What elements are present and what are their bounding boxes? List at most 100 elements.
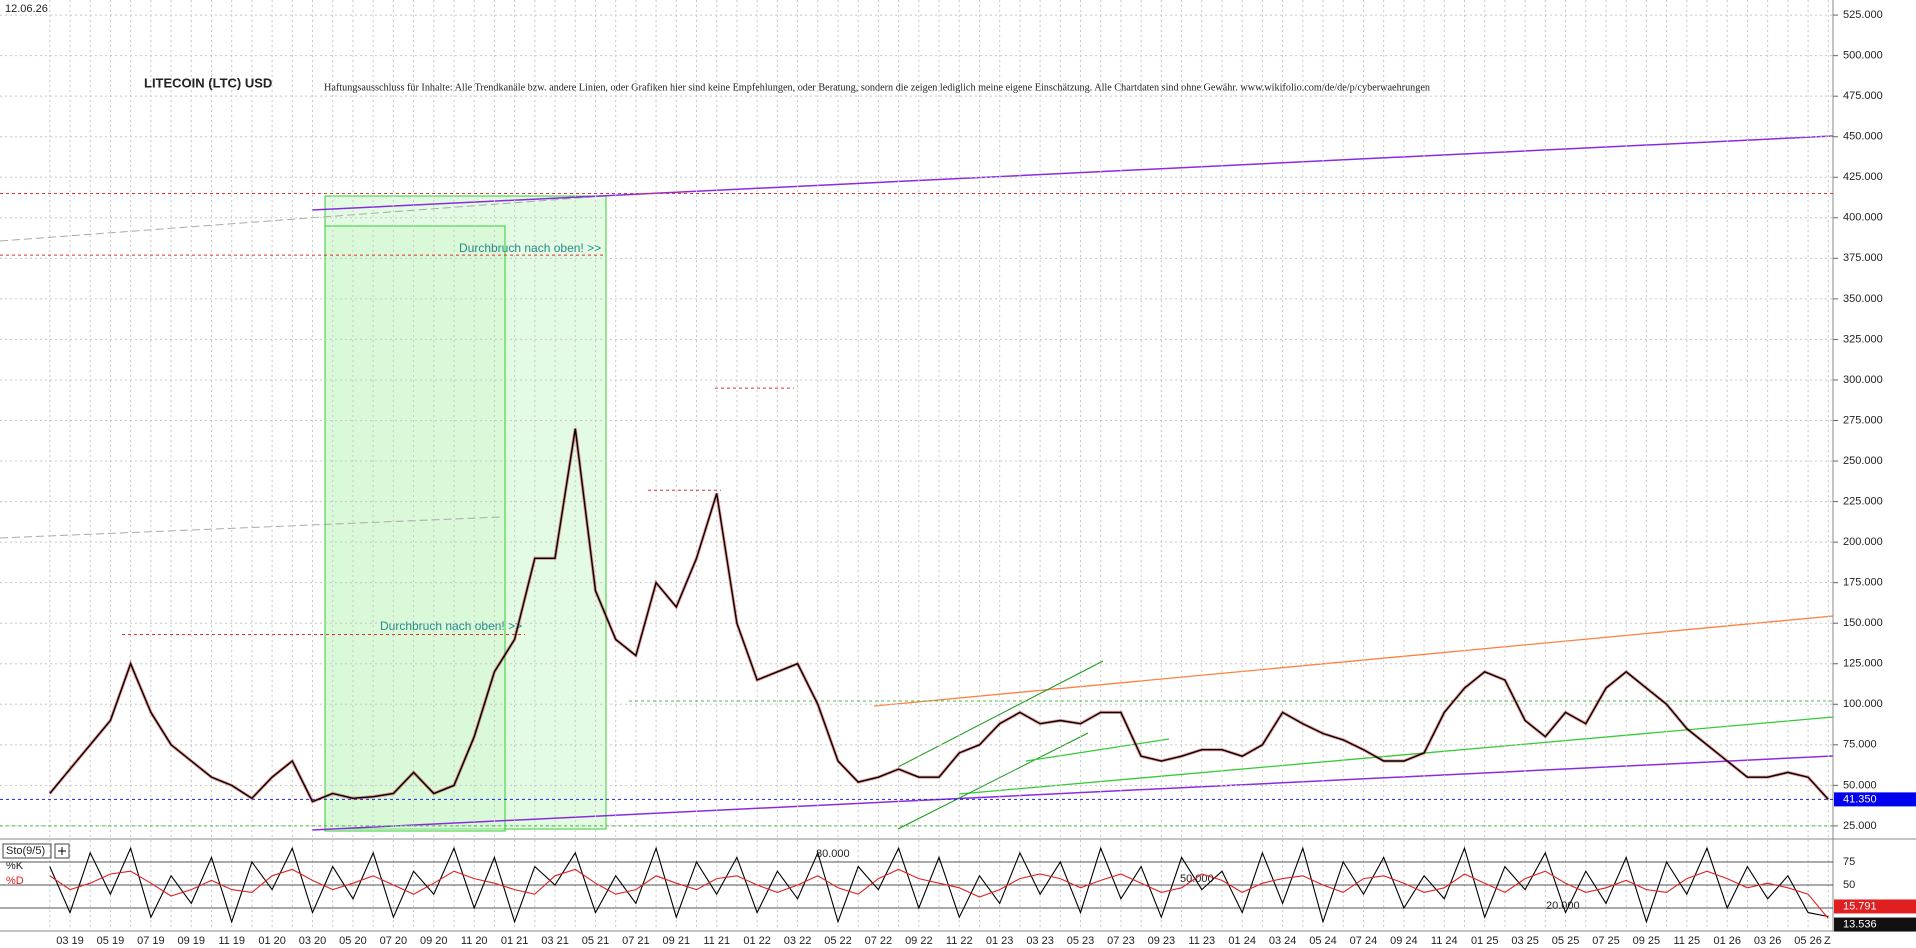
legend-d: %D	[6, 875, 24, 887]
y-tick-label: 25.000	[1843, 820, 1877, 832]
y-tick-label: 525.000	[1843, 9, 1883, 21]
x-tick-label: 11 19	[218, 935, 245, 947]
series-line	[49, 868, 1829, 919]
x-tick-label: 03 20	[299, 935, 327, 947]
x-tick-label: 07 20	[380, 935, 408, 947]
annotation: Durchbruch nach oben! >>	[459, 241, 601, 255]
y-tick-label: 50.000	[1843, 779, 1877, 791]
x-tick-label: 05 19	[97, 935, 125, 947]
x-tick-label: 03 19	[56, 935, 84, 947]
last-price-label: 41.350	[1843, 793, 1877, 805]
x-tick-label: 09 19	[178, 935, 206, 947]
trend-line	[897, 732, 1089, 830]
green-box	[324, 195, 607, 830]
y-tick-label: 450.000	[1843, 131, 1883, 143]
x-tick-label: 01 20	[258, 935, 286, 947]
corner-label: Z	[1824, 935, 1831, 947]
y-tick-label: 175.000	[1843, 577, 1883, 589]
y-tick-label: 400.000	[1843, 212, 1883, 224]
x-tick-label: 03 22	[784, 935, 812, 947]
y-tick-label: 275.000	[1843, 414, 1883, 426]
d-value-box	[1834, 917, 1916, 932]
x-tick-label: 07 23	[1107, 935, 1135, 947]
level-label: 80.000	[816, 848, 850, 860]
x-tick-label: 11 25	[1673, 935, 1700, 947]
x-tick-label: 11 20	[461, 935, 488, 947]
series-line	[49, 428, 1829, 803]
x-tick-label: 01 22	[743, 935, 771, 947]
x-tick-label: 07 25	[1592, 935, 1620, 947]
x-tick-label: 03 23	[1026, 935, 1054, 947]
y-tick-label: 300.000	[1843, 374, 1883, 386]
y-tick-label: 350.000	[1843, 293, 1883, 305]
trend-line	[311, 135, 1834, 211]
x-tick-label: 05 21	[582, 935, 610, 947]
y-tick-label: 225.000	[1843, 495, 1883, 507]
gray-curve	[0, 195, 606, 242]
x-tick-label: 03 25	[1511, 935, 1539, 947]
x-tick-label: 09 25	[1633, 935, 1661, 947]
x-tick-label: 05 24	[1309, 935, 1337, 947]
indicator-box	[2, 843, 52, 859]
x-tick-label: 01 21	[501, 935, 529, 947]
x-tick-label: 01 25	[1471, 935, 1499, 947]
d-value-label: 13.536	[1843, 918, 1877, 930]
y-tick-label: 125.000	[1843, 658, 1883, 670]
x-tick-label: 05 26	[1794, 935, 1822, 947]
x-tick-label: 09 23	[1148, 935, 1176, 947]
trend-line	[311, 755, 1834, 831]
y-tick-label: 425.000	[1843, 171, 1883, 183]
disclaimer: Haftungsausschluss für Inhalte: Alle Tre…	[324, 82, 1430, 93]
y-tick-label: 50	[1843, 879, 1855, 891]
x-tick-label: 03 21	[541, 935, 569, 947]
x-tick-label: 05 25	[1552, 935, 1580, 947]
annotation: Durchbruch nach oben! >>	[380, 619, 522, 633]
indicator-title: Sto(9/5)	[6, 845, 45, 857]
x-tick-label: 05 23	[1067, 935, 1095, 947]
last-price-box	[1834, 792, 1916, 807]
x-tick-label: 11 22	[946, 935, 973, 947]
x-tick-label: 01 23	[986, 935, 1014, 947]
y-tick-label: 500.000	[1843, 50, 1883, 62]
y-tick-label: 475.000	[1843, 90, 1883, 102]
x-tick-label: 09 21	[663, 935, 691, 947]
y-tick-label: 250.000	[1843, 455, 1883, 467]
y-tick-label: 375.000	[1843, 252, 1883, 264]
k-value-label: 15.791	[1843, 900, 1877, 912]
trend-line	[873, 615, 1834, 707]
y-tick-label: 75.000	[1843, 739, 1877, 751]
chart-title: LITECOIN (LTC) USD	[144, 75, 272, 90]
y-tick-label: 100.000	[1843, 698, 1883, 710]
x-tick-label: 01 24	[1228, 935, 1256, 947]
series-line	[49, 846, 1829, 924]
x-tick-label: 03 26	[1754, 935, 1782, 947]
y-tick-label: 325.000	[1843, 333, 1883, 345]
x-tick-label: 11 24	[1431, 935, 1458, 947]
add-icon	[58, 847, 66, 855]
x-tick-label: 05 22	[824, 935, 852, 947]
date-label: 12.06.26	[5, 3, 48, 15]
x-tick-label: 09 24	[1390, 935, 1418, 947]
x-tick-label: 03 24	[1269, 935, 1297, 947]
x-tick-label: 07 19	[137, 935, 165, 947]
trend-line	[1025, 738, 1170, 762]
x-tick-label: 11 23	[1188, 935, 1215, 947]
trend-line	[897, 660, 1104, 768]
green-box	[324, 225, 506, 832]
x-tick-label: 07 22	[865, 935, 893, 947]
legend-k: %K	[6, 860, 24, 872]
y-tick-label: 150.000	[1843, 617, 1883, 629]
x-tick-label: 05 20	[339, 935, 367, 947]
x-tick-label: 07 24	[1350, 935, 1378, 947]
x-tick-label: 01 26	[1713, 935, 1741, 947]
x-tick-label: 11 21	[703, 935, 730, 947]
y-tick-label: 75	[1843, 856, 1855, 868]
k-value-box	[1834, 899, 1916, 914]
level-label: 50.000	[1180, 873, 1214, 885]
x-tick-label: 09 22	[905, 935, 933, 947]
x-tick-label: 09 20	[420, 935, 448, 947]
